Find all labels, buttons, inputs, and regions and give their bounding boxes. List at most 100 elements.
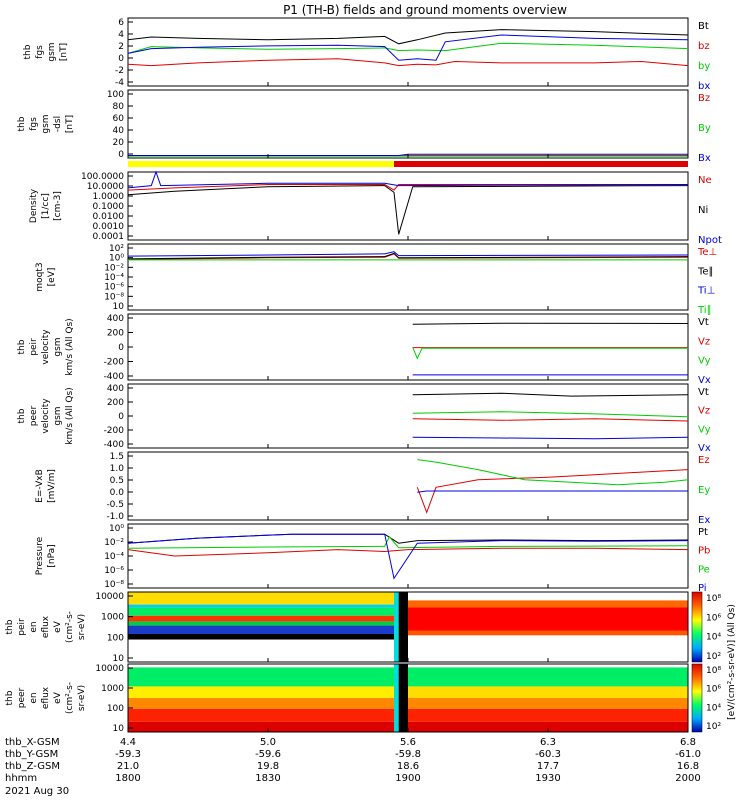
- ytick-label: 10: [113, 654, 125, 664]
- colorbar-tick: 10⁶: [706, 685, 721, 695]
- series-line-Bt: [127, 29, 689, 45]
- panel-pressure: 10⁰ 10⁻² 10⁻⁴ 10⁻⁶ 10⁻⁸ Pressure [nPa] Pt Pb Pe Pi: [35, 523, 710, 594]
- ytick-label: 6: [118, 18, 124, 28]
- ytick-label: 80: [113, 102, 125, 112]
- heatmap-band-right: [408, 721, 688, 732]
- series-line-Pe: [127, 535, 689, 549]
- heatmap-band-right: [408, 635, 688, 662]
- ylabel-line: velocity: [41, 329, 51, 365]
- panel-peer_vel: 400 200 0 -200 -400 thb peer velocity gsm km/s (A…: [17, 383, 711, 454]
- ylabel-line: eflux: [41, 615, 51, 638]
- heatmap-band-left: [128, 667, 394, 687]
- heatmap-band-right: [408, 600, 688, 608]
- xaxis-date: 2021 Aug 30: [5, 786, 69, 797]
- ytick-label: -2: [115, 66, 124, 76]
- ylabel-line: [eV]: [47, 268, 57, 287]
- ylabel-line: (cm²-s-: [65, 682, 75, 714]
- legend-Bz: Bz: [698, 93, 710, 104]
- ytick-label: 10⁻⁸: [104, 292, 124, 302]
- colorbar-tick: 10⁴: [706, 633, 721, 643]
- ytick-label: -200: [104, 426, 125, 436]
- ytick-label: 10⁻⁴: [104, 552, 124, 562]
- ytick-label: 10: [113, 302, 125, 312]
- ytick-label: -0.5: [106, 500, 124, 510]
- legend-by: by: [698, 61, 710, 72]
- xtick-label-y_gsm: -59.8: [395, 749, 421, 760]
- ytick-label: -1.0: [106, 512, 124, 522]
- ytick-label: 200: [107, 329, 124, 339]
- ylabel-line: thb: [5, 690, 15, 705]
- ytick-label: 0: [118, 54, 124, 64]
- panel-frame: [127, 451, 689, 521]
- ylabel-line: thb: [17, 408, 27, 423]
- x-axis-labels: thb_X-GSM thb_Y-GSM thb_Z-GSM hhmm 2021 …: [5, 737, 701, 797]
- legend-bx: bx: [698, 81, 710, 92]
- legend-Te⊥: Te⊥: [697, 247, 717, 258]
- series-line-by: [127, 42, 689, 54]
- ytick-label: -400: [104, 372, 125, 382]
- ylabel-line: sr-eV): [77, 614, 87, 640]
- ytick-label: 10.0000: [87, 182, 124, 192]
- ytick-label: 100: [107, 633, 124, 643]
- heatmap-band-right: [408, 698, 688, 709]
- ytick-label: 1.0000: [93, 192, 125, 202]
- ytick-label: 10⁻²: [104, 538, 124, 548]
- xtick-label-z_gsm: 17.7: [537, 761, 559, 772]
- xtick-label-y_gsm: -61.0: [675, 749, 701, 760]
- panel-peir_spec: 10000 1000 100 10 thb peir en eflux eV (cm²-s-sr-…: [5, 591, 689, 664]
- ytick-label: 1000: [101, 613, 124, 623]
- series-line-Pt: [127, 533, 689, 544]
- colorbar-tick: 10²: [706, 722, 721, 732]
- series-line-Npot: [127, 170, 689, 189]
- colorbar-label: [eV/(cm²-s-sr-eV)] (All Qs): [727, 604, 737, 720]
- legend-Ey: Ey: [698, 485, 710, 496]
- ytick-label: 1.5: [110, 452, 124, 462]
- panel-frame: [127, 89, 689, 159]
- legend-Ne: Ne: [698, 175, 712, 186]
- panel-frame: [127, 523, 689, 589]
- ylabel-line: [nT]: [65, 115, 75, 133]
- ylabel-line: thb: [5, 619, 15, 634]
- ytick-label: 60: [113, 114, 125, 124]
- legend-Vx: Vx: [698, 375, 711, 386]
- series-line-Ex: [417, 490, 688, 493]
- ylabel-line: peir: [29, 338, 39, 356]
- heatmap-band-left: [128, 615, 394, 622]
- panel-density: 100.000010.00001.00000.10000.01000.00100…: [29, 170, 722, 246]
- legend-Ez: Ez: [698, 455, 710, 466]
- ylabel-line: gsm: [41, 114, 51, 133]
- ylabel-line: eflux: [41, 686, 51, 709]
- xtick-label-z_gsm: 18.6: [397, 761, 419, 772]
- heatmap-band-left: [128, 621, 394, 626]
- ylabel-line: [nPa]: [47, 544, 57, 567]
- legend-Pi: Pi: [698, 583, 707, 594]
- ytick-label: 100: [107, 90, 124, 100]
- xtick-label-y_gsm: -59.6: [255, 749, 281, 760]
- ylabel-line: gsm: [53, 337, 63, 356]
- colorbar-tick: 10²: [706, 652, 721, 662]
- heatmap-band-right: [408, 607, 688, 631]
- heatmap-gap-cyan: [394, 592, 399, 662]
- ylabel-line: sr-eV): [77, 685, 87, 711]
- ytick-label: 1000: [101, 684, 124, 694]
- legend-Vz: Vz: [698, 406, 710, 417]
- xaxis-label-y: thb_Y-GSM: [5, 749, 58, 760]
- ytick-label: 10: [113, 724, 125, 734]
- colorbar-0: [691, 591, 703, 663]
- ytick-label: 0.1000: [93, 202, 125, 212]
- colorbar-tick: 10⁶: [706, 613, 721, 623]
- heatmap-band-left: [128, 708, 394, 722]
- heatmap-band-left: [128, 604, 394, 608]
- legend-Vt: Vt: [698, 317, 709, 328]
- heatmap-band-left: [128, 698, 394, 709]
- ylabel-line: peer: [17, 687, 27, 708]
- ytick-label: 2: [118, 42, 124, 52]
- heatmap-band-right: [408, 630, 688, 636]
- legend-Vt: Vt: [698, 387, 709, 398]
- ytick-label: 10⁻²: [104, 263, 124, 273]
- heatmap-band-left: [128, 592, 394, 605]
- series-line-Vy: [412, 347, 688, 360]
- heatmap-band-left: [128, 639, 394, 662]
